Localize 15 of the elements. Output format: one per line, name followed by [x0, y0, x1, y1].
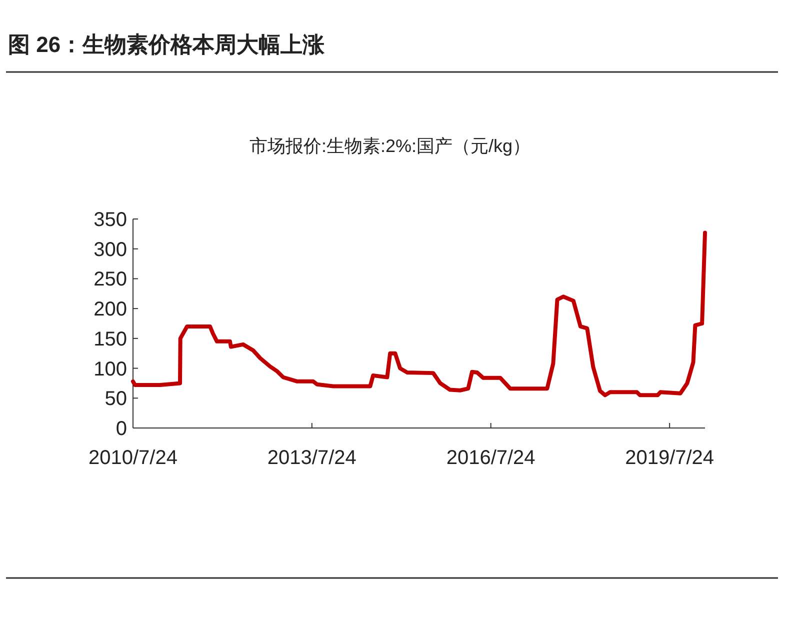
chart-subtitle: 市场报价:生物素:2%:国产（元/kg）	[249, 136, 531, 156]
y-tick-label: 50	[104, 388, 127, 410]
y-tick-label: 0	[116, 418, 127, 440]
y-tick-label: 100	[94, 358, 127, 380]
chart-title: 图 26：生物素价格本周大幅上涨	[8, 32, 326, 57]
x-tick-label: 2016/7/24	[446, 447, 536, 469]
y-tick-label: 200	[94, 298, 127, 321]
y-tick-label: 250	[94, 268, 127, 291]
x-tick-label: 2013/7/24	[267, 447, 356, 469]
x-tick-label: 2010/7/24	[88, 447, 178, 469]
line-series	[131, 230, 707, 398]
y-tick-label: 150	[94, 328, 127, 350]
x-tick-label: 2019/7/24	[625, 447, 714, 469]
y-tick-label: 350	[94, 209, 127, 231]
y-tick-label: 300	[94, 238, 127, 261]
